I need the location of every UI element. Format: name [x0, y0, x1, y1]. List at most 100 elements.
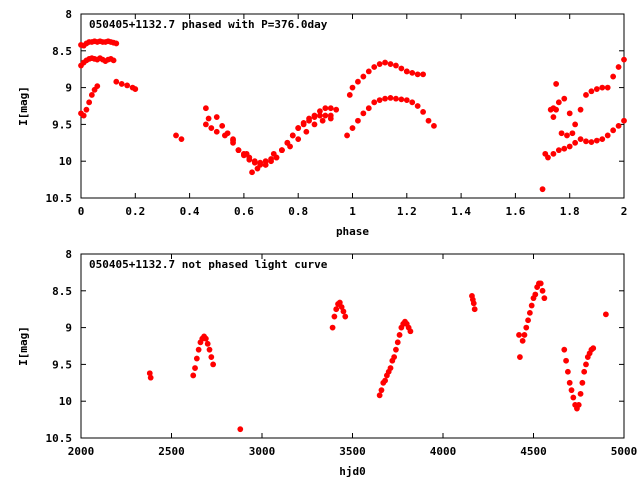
panel-1-data-point: [572, 121, 579, 128]
panel-2-data-point: [568, 387, 575, 394]
panel-2-data-point: [190, 372, 197, 379]
panel-2-data-point: [590, 345, 597, 352]
panel-1-data-point: [371, 99, 378, 106]
panel-2-data-point: [393, 346, 399, 353]
panel-2-data-point: [603, 311, 609, 318]
panel-2-data-point: [204, 340, 211, 347]
panel-1-data-point: [132, 86, 139, 92]
panel-1-data-point: [583, 92, 589, 98]
panel-1-data-point: [213, 128, 220, 135]
panel-1-data-point: [249, 169, 255, 176]
panel-1-data-point: [550, 105, 557, 112]
panel-2-data-point: [342, 313, 349, 320]
panel-1-data-point: [365, 68, 372, 75]
panel-1-data-point: [403, 68, 410, 75]
panel-2-data-point: [523, 324, 530, 331]
panel-1-data-point: [124, 82, 131, 89]
panel-1-y-tick-label: 9: [65, 82, 72, 95]
panel-1-data-point: [604, 132, 611, 139]
panel-2-data-point: [566, 379, 573, 386]
panel-1-data-point: [311, 114, 318, 120]
panel-2-data-point: [394, 339, 401, 346]
panel-1-data-point: [599, 84, 606, 91]
panel-2-data-point: [376, 392, 383, 399]
panel-2-data-point: [570, 394, 577, 401]
panel-1-data-point: [610, 73, 617, 80]
panel-1-data-point: [110, 57, 117, 64]
panel-1-data-point: [564, 132, 570, 139]
panel-1-data-point: [425, 117, 432, 124]
panel-1-plot-title: 050405+1132.7 phased with P=376.0day: [89, 18, 328, 31]
panel-2-data-point: [579, 379, 586, 386]
panel-1-x-axis-label: phase: [336, 225, 369, 238]
panel-1-x-tick-label: 1.6: [505, 205, 525, 218]
panel-1-data-point: [303, 128, 310, 135]
panel-1-data-point: [599, 136, 606, 143]
panel-1-data-point: [333, 106, 340, 113]
panel-2-data-point: [195, 346, 202, 353]
panel-1-data-point: [566, 110, 573, 117]
panel-1-data-point: [398, 65, 405, 72]
panel-1-data-point: [349, 84, 356, 91]
panel-2-x-tick-label: 3000: [249, 445, 276, 458]
panel-1-y-tick-label: 10: [59, 155, 72, 168]
panel-2-data-point: [532, 291, 539, 298]
panel-1-data-point: [387, 61, 394, 67]
panel-2-y-tick-label: 10: [59, 395, 72, 408]
panel-2-data-point: [541, 295, 548, 302]
panel-1-data-point: [270, 150, 277, 157]
panel-1-data-point: [94, 83, 101, 90]
panel-2-data-point: [237, 426, 244, 433]
panel-1-y-tick-label: 10.5: [46, 192, 73, 205]
panel-2-data-point: [528, 302, 535, 309]
panel-1-data-point: [610, 127, 617, 134]
panel-1-data-point: [382, 59, 388, 66]
panel-1-x-tick-label: 1: [349, 205, 356, 218]
panel-2-data-point: [563, 357, 569, 364]
panel-2-x-tick-label: 5000: [611, 445, 638, 458]
panel-1-data-point: [545, 154, 551, 161]
panel-1-data-point: [550, 114, 557, 120]
panel-2-x-tick-label: 2000: [68, 445, 95, 458]
panel-1-data-point: [208, 125, 215, 131]
panel-1-data-point: [572, 139, 579, 146]
panel-1-data-point: [561, 145, 568, 152]
panel-1-data-point: [376, 97, 383, 104]
panel-2-data-point: [329, 324, 336, 331]
panel-2-data-point: [382, 377, 388, 384]
panel-1-x-tick-label: 2: [621, 205, 628, 218]
panel-1-data-point: [409, 69, 416, 76]
panel-1-data-point: [615, 64, 622, 70]
panel-1-data-point: [577, 136, 584, 143]
panel-1-data-point: [393, 62, 399, 69]
panel-1-data-point: [376, 61, 383, 67]
panel-1-data-point: [414, 103, 421, 109]
panel-2-data-point: [583, 361, 589, 368]
panel-2-data-point: [577, 390, 584, 397]
panel-1-data-point: [311, 121, 318, 128]
panel-1-data-point: [569, 130, 576, 137]
panel-2-data-point: [407, 328, 414, 335]
panel-1-data-point: [387, 95, 394, 101]
panel-1-data-point: [322, 112, 329, 119]
panel-2-x-tick-label: 3500: [339, 445, 366, 458]
panel-1-data-point: [235, 147, 242, 154]
panel-1-data-point: [243, 150, 250, 157]
panel-1-data-point: [317, 112, 323, 119]
panel-1-data-point: [219, 122, 226, 129]
panel-2-data-point: [193, 355, 200, 362]
panel-1-data-point: [593, 86, 600, 92]
panel-1-data-point: [230, 139, 236, 146]
panel-2-x-axis-label: hjd0: [339, 465, 366, 478]
panel-1-data-point: [254, 165, 261, 172]
panel-1-data-point: [80, 112, 87, 119]
panel-1-data-point: [202, 121, 209, 128]
panel-1-data-point: [382, 95, 388, 102]
panel-2-data-point: [210, 361, 217, 368]
panel-1-data-point: [251, 158, 258, 165]
panel-1-data-point: [555, 99, 562, 106]
panel-1-data-point: [553, 81, 560, 87]
panel-1-data-point: [118, 81, 125, 87]
panel-1-data-point: [371, 64, 378, 70]
panel-2-y-axis-label: I[mag]: [17, 326, 30, 366]
